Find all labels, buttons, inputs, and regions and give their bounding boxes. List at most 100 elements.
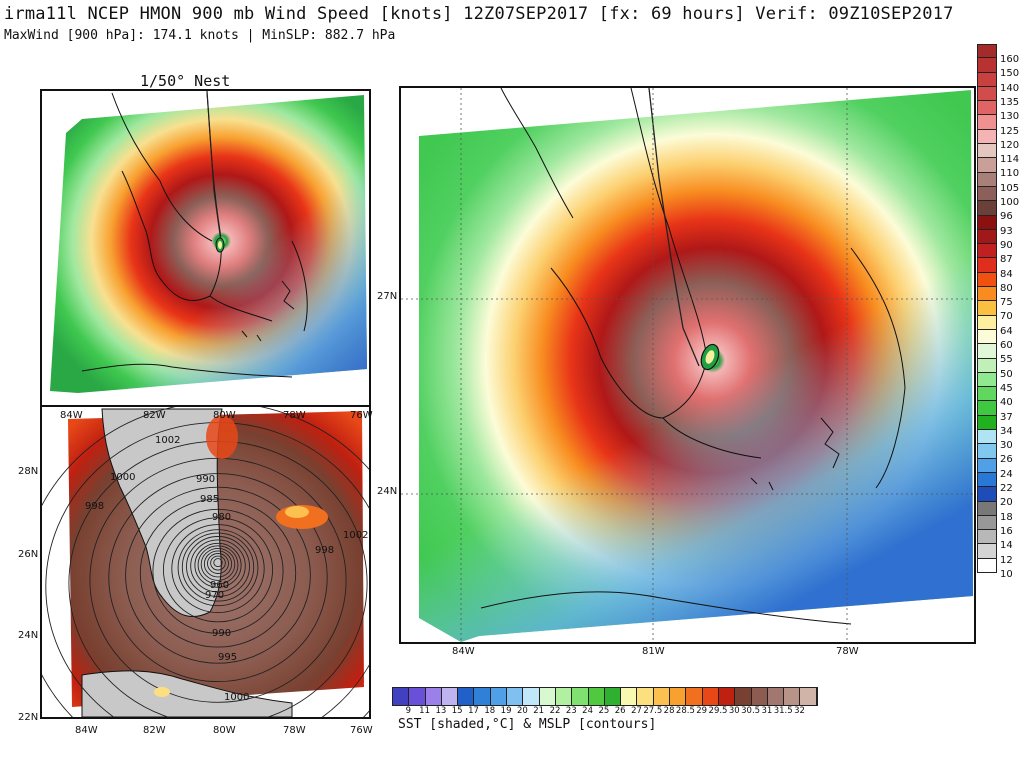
isobar-contour <box>207 553 229 574</box>
sst-lat-tick: 22N <box>18 712 39 723</box>
sst-colorbar-label: 19 <box>500 706 512 716</box>
wind-colorbar-swatch <box>977 358 997 373</box>
wind-colorbar-swatch <box>977 72 997 87</box>
wind-colorbar-label: 114 <box>1000 154 1020 166</box>
sst-colorbar-swatch <box>767 688 785 705</box>
wind-colorbar-label: 12 <box>1000 554 1013 566</box>
sst-colorbar-swatch <box>637 688 654 705</box>
wind-colorbar-swatch <box>977 387 997 402</box>
sst-colorbar-swatch <box>735 688 752 705</box>
sst-colorbar-swatch <box>539 688 556 705</box>
sst-colorbar-swatch <box>702 688 719 705</box>
sst-colorbar-label: 13 <box>435 706 447 716</box>
wind-colorbar-label: 26 <box>1000 454 1013 466</box>
wind-colorbar-label: 160 <box>1000 54 1020 65</box>
wind-colorbar-label: 60 <box>1000 340 1013 351</box>
isobar-label: 990 <box>196 474 216 485</box>
sst-colorbar-label: 21 <box>533 706 545 716</box>
main-lat-tick: 24N <box>377 486 398 497</box>
sst-lon-tick: 84W <box>60 410 83 421</box>
wind-colorbar-swatch <box>977 44 997 59</box>
isobar-label: 995 <box>218 652 238 663</box>
main-lon-tick: 84W <box>452 646 475 657</box>
isobar-label: 1000 <box>110 472 136 483</box>
wind-colorbar-label: 22 <box>1000 483 1013 494</box>
sst-lon-tick: 84W <box>75 725 98 736</box>
wind-colorbar-label: 130 <box>1000 111 1020 123</box>
main-lat-tick: 27N <box>377 291 398 302</box>
wind-colorbar-swatch <box>977 158 997 173</box>
sst-colorbar-swatch <box>800 688 817 705</box>
wind-speed-colorbar <box>977 44 997 573</box>
sst-colorbar-swatch <box>588 688 605 705</box>
wind-colorbar-label: 64 <box>1000 325 1013 337</box>
wind-colorbar-swatch <box>977 315 997 330</box>
wind-colorbar-swatch <box>977 86 997 102</box>
isobar-contour <box>171 524 265 614</box>
wind-colorbar-swatch <box>977 544 997 559</box>
wind-colorbar-swatch <box>977 58 997 73</box>
wind-colorbar-swatch <box>977 515 997 531</box>
sst-lon-tick: 82W <box>143 410 166 421</box>
sst-colorbar-swatch <box>572 688 589 705</box>
sst-lon-tick: 76W <box>350 725 373 736</box>
wind-colorbar-swatch <box>977 287 997 302</box>
isobar-label: 998 <box>85 501 105 512</box>
sst-colorbar-swatch <box>653 688 671 705</box>
wind-colorbar-label: 20 <box>1000 497 1013 509</box>
isobar-label: 990 <box>212 628 232 639</box>
wind-colorbar-label: 105 <box>1000 182 1020 194</box>
wind-colorbar-swatch <box>977 272 997 288</box>
nest-wind-panel <box>40 89 371 409</box>
isobar-contour <box>125 486 311 664</box>
wind-colorbar-swatch <box>977 530 997 545</box>
sst-colorbar-swatch <box>507 688 524 705</box>
wind-colorbar-label: 135 <box>1000 96 1020 108</box>
wind-colorbar-swatch <box>977 430 997 445</box>
wind-colorbar-swatch <box>977 172 997 187</box>
isobar-contour <box>177 529 259 607</box>
wind-colorbar-swatch <box>977 401 997 416</box>
sst-mslp-panel <box>40 405 371 719</box>
wind-colorbar-label: 110 <box>1000 168 1020 180</box>
wind-colorbar-swatch <box>977 258 997 273</box>
sst-colorbar-swatch <box>784 688 801 705</box>
sst-lat-tick: 28N <box>18 466 39 477</box>
wind-colorbar-label: 90 <box>1000 239 1013 251</box>
isobar-label: 970 <box>205 590 225 601</box>
sst-colorbar-swatch <box>393 688 410 705</box>
wind-colorbar-label: 84 <box>1000 268 1013 280</box>
wind-colorbar-swatch <box>977 487 997 502</box>
wind-colorbar-label: 16 <box>1000 525 1013 537</box>
isobar-label: 1002 <box>343 530 369 541</box>
sst-colorbar-label: 30 <box>728 706 740 716</box>
isobar-contour <box>190 539 246 593</box>
sst-colorbar-label: 31.5 <box>773 706 793 716</box>
isobar-contour <box>181 532 255 602</box>
sst-colorbar-label: 29.5 <box>708 706 728 716</box>
wind-colorbar-label: 96 <box>1000 211 1013 223</box>
wind-colorbar-label: 80 <box>1000 282 1013 294</box>
sst-colorbar-label: 24 <box>582 706 594 716</box>
wind-colorbar-swatch <box>977 144 997 159</box>
sst-colorbar-label: 17 <box>468 706 479 716</box>
wind-colorbar-swatch <box>977 372 997 388</box>
main-lon-tick: 81W <box>642 646 665 657</box>
wind-colorbar-swatch <box>977 101 997 116</box>
sst-colorbar-label: 31 <box>761 706 773 716</box>
sst-colorbar-swatch <box>555 688 573 705</box>
main-wind-panel <box>399 86 976 644</box>
wind-colorbar-swatch <box>977 344 997 359</box>
sst-lon-tick: 78W <box>283 725 306 736</box>
wind-colorbar-swatch <box>977 186 997 202</box>
wind-colorbar-label: 93 <box>1000 225 1013 237</box>
sst-colorbar-label: 23 <box>565 706 577 716</box>
isobar-contour <box>162 517 274 623</box>
wind-colorbar-swatch <box>977 472 997 488</box>
sst-colorbar-label: 11 <box>419 706 431 716</box>
isobar-contour <box>210 555 226 571</box>
sst-colorbar-label: 27.5 <box>643 706 663 716</box>
sst-colorbar-swatch <box>686 688 703 705</box>
wind-colorbar-label: 125 <box>1000 125 1020 137</box>
isobar-contour <box>197 545 239 585</box>
